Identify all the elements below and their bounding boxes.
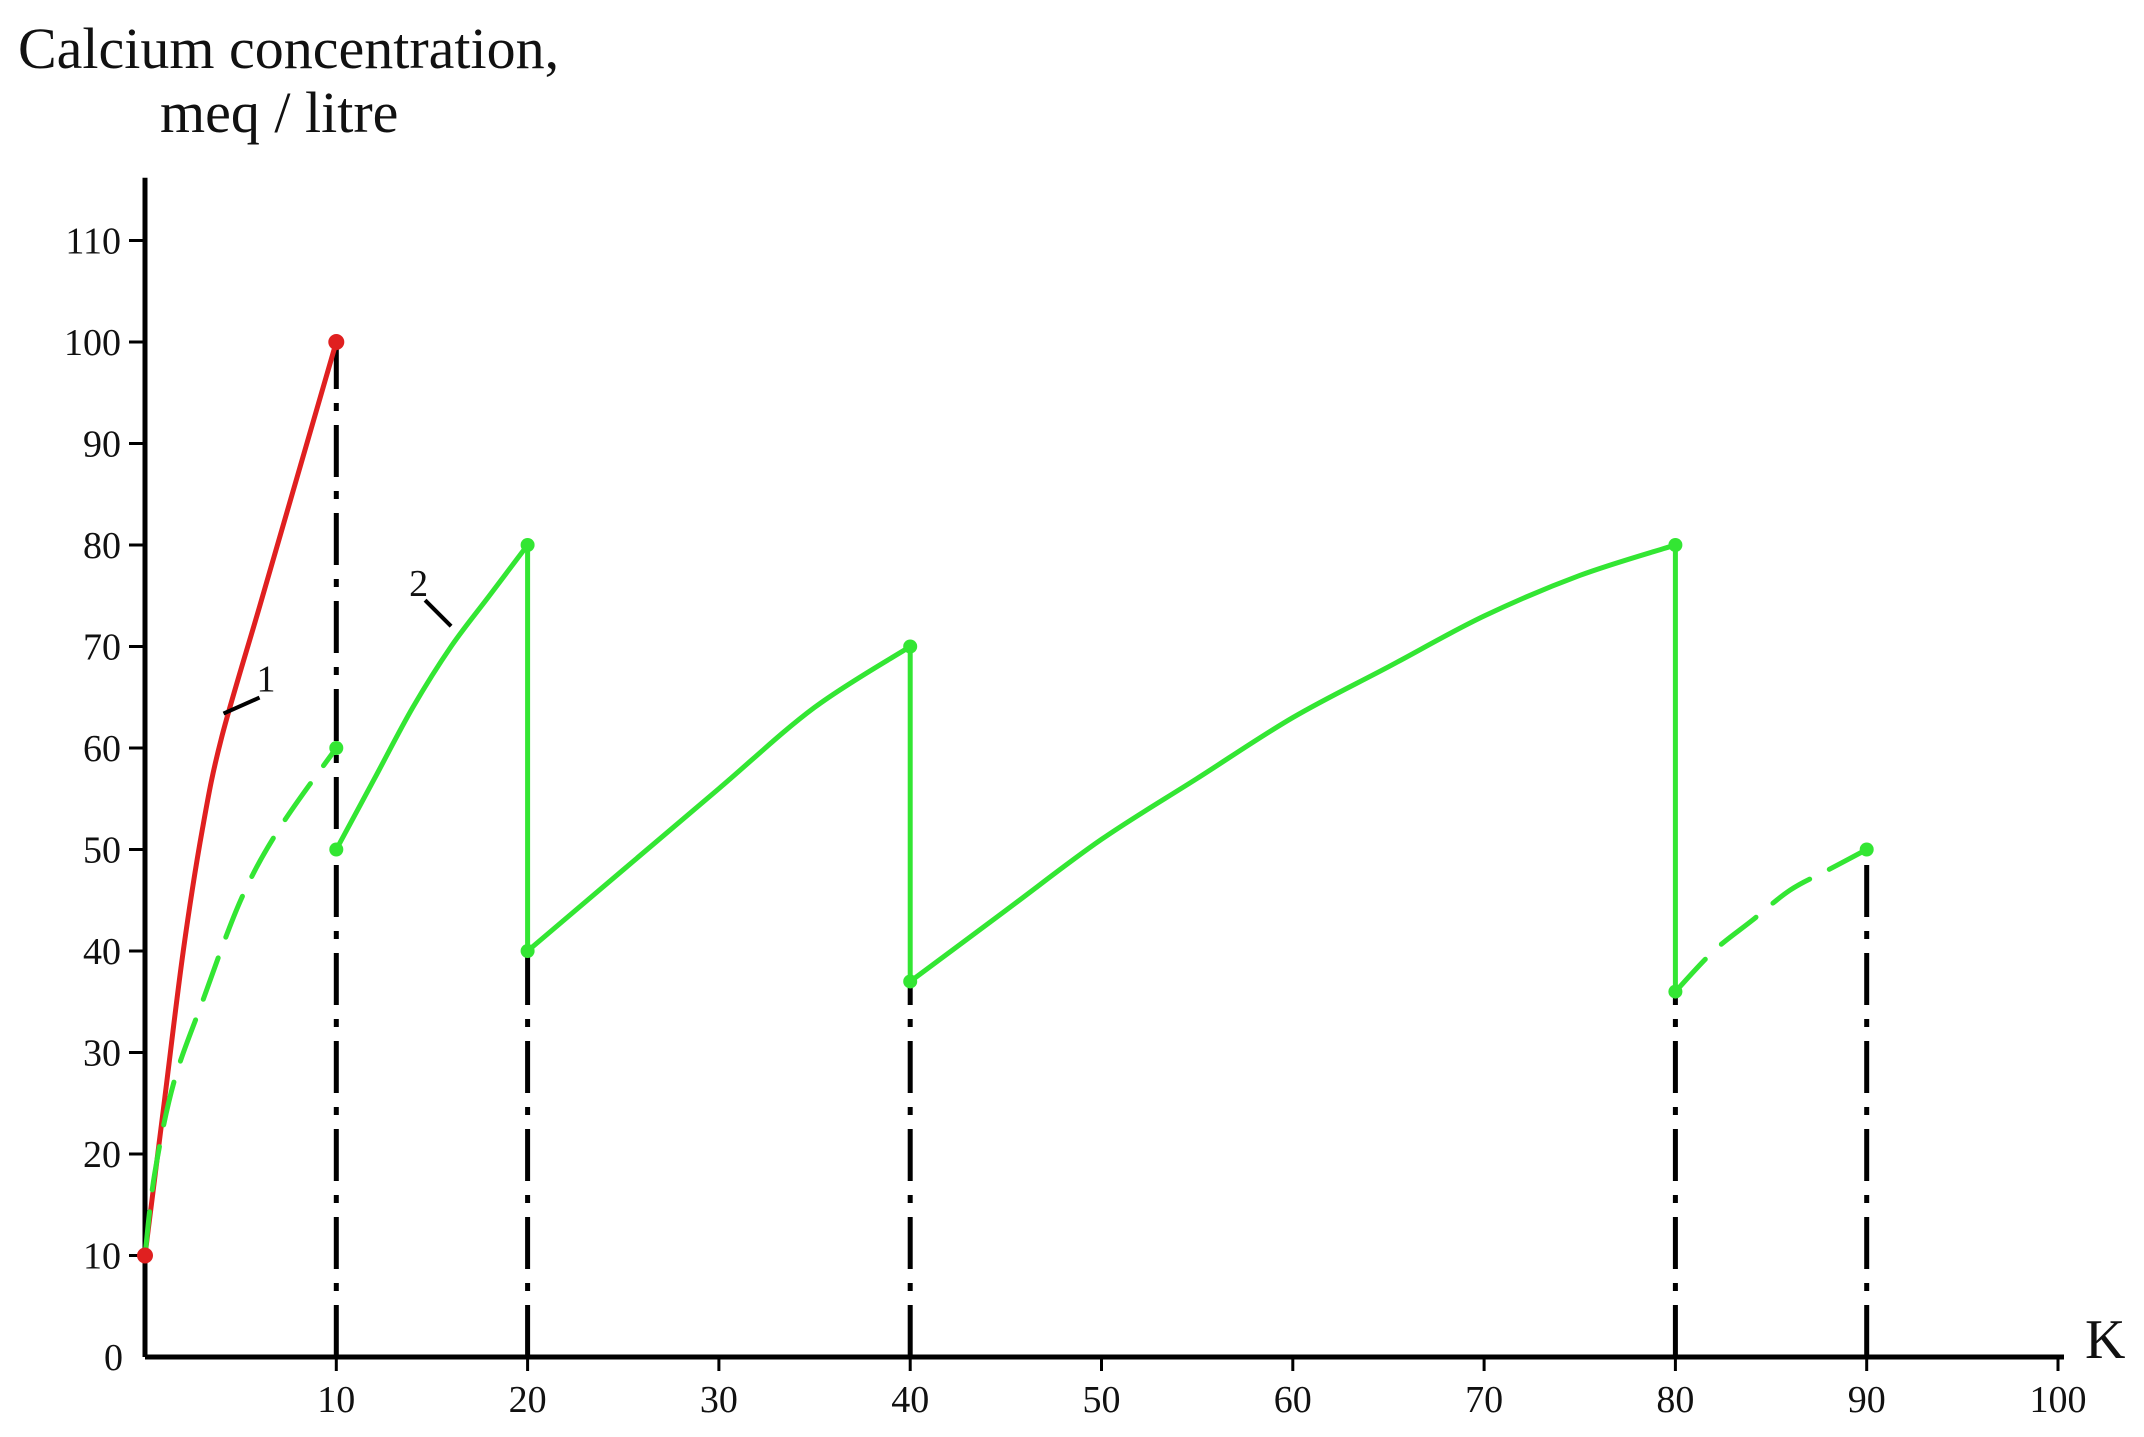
y-tick-label: 30: [83, 1033, 121, 1075]
series-2-point: [520, 538, 535, 552]
y-tick-label: 0: [104, 1337, 123, 1379]
x-tick-label: 60: [1274, 1379, 1312, 1421]
x-tick-label: 100: [2030, 1379, 2087, 1421]
x-tick-label: 40: [891, 1379, 929, 1421]
series-layer: [142, 339, 1870, 1258]
series-2-point: [1668, 984, 1683, 999]
x-tick-label: 80: [1656, 1379, 1694, 1421]
x-tick-label: 20: [509, 1379, 547, 1421]
series-2-segment: [142, 745, 339, 1258]
y-axis-label-line1: Calcium concentration,: [18, 16, 559, 81]
series-2-point: [903, 639, 918, 654]
annotation-2-label: 2: [409, 563, 428, 605]
y-tick-label: 110: [65, 221, 121, 263]
annotation-2-leader: [423, 598, 453, 628]
series-2-point: [1859, 842, 1874, 857]
y-tick-label: 50: [83, 830, 121, 872]
y-tick-label: 20: [83, 1134, 121, 1176]
series-2-point: [520, 944, 535, 958]
y-tick-label: 60: [83, 728, 121, 770]
annotation-1-leader: [222, 695, 261, 716]
y-tick-label: 80: [83, 525, 121, 567]
axes: 0 10 20 30 40 50 60 70 80 90 100 110 10 20 30 40 50 60 70 8…: [64, 177, 2087, 1421]
x-tick-label: 70: [1465, 1379, 1503, 1421]
annotations-layer: 12: [222, 563, 453, 716]
x-axis-label: K: [2085, 1309, 2125, 1371]
series-2-segment: [333, 542, 531, 852]
y-axis-label-line2: meq / litre: [160, 80, 398, 145]
y-tick-label: 90: [83, 424, 121, 466]
series-1-point: [137, 1247, 153, 1264]
series-1-line: [142, 339, 339, 1258]
series-1-point: [328, 334, 345, 350]
y-tick-label: 70: [83, 627, 121, 669]
y-tick-label: 40: [83, 931, 121, 973]
series-2-segment: [907, 542, 1678, 984]
x-tick-label: 10: [317, 1379, 355, 1421]
y-tick-label: 10: [83, 1236, 121, 1278]
markers-layer: [137, 334, 1874, 1264]
x-tick-label: 90: [1848, 1379, 1886, 1421]
series-2-point: [1668, 538, 1683, 552]
vertical-guide-lines: [333, 342, 1870, 1357]
series-2-segment: [525, 644, 913, 954]
y-tick-label: 100: [64, 322, 121, 364]
x-tick-label: 30: [700, 1379, 738, 1421]
x-tick-label: 50: [1083, 1379, 1121, 1421]
series-2-point: [903, 974, 918, 989]
series-2-point: [329, 842, 344, 857]
series-2-point: [329, 741, 344, 755]
annotation-1-label: 1: [257, 659, 276, 701]
series-2-segment: [1672, 847, 1870, 995]
